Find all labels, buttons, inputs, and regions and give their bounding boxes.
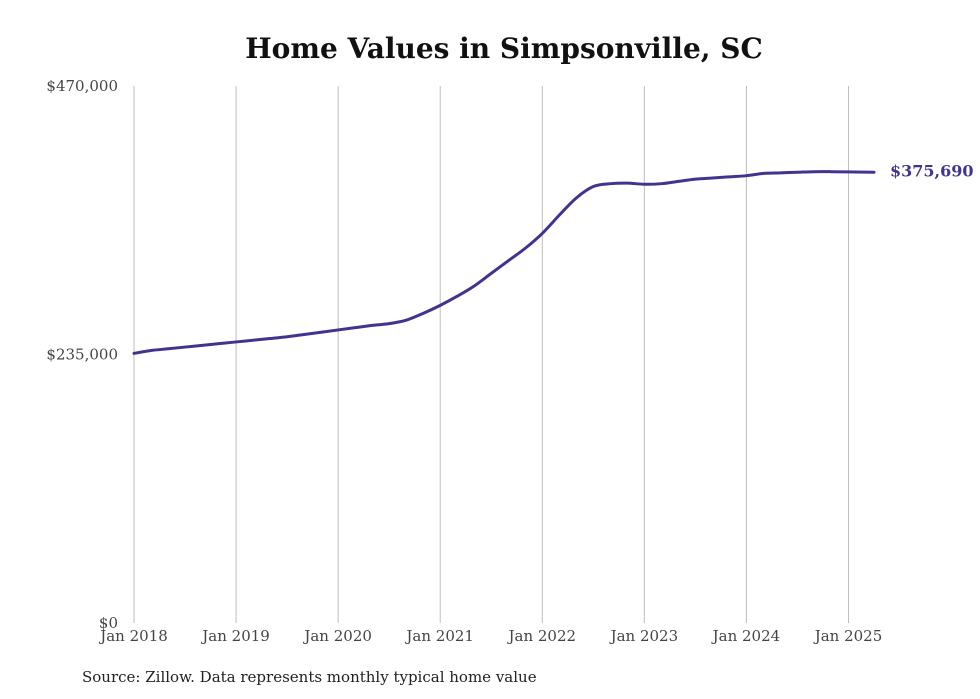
- source-note: Source: Zillow. Data represents monthly …: [82, 668, 537, 686]
- x-tick-label: Jan 2022: [506, 627, 576, 645]
- x-tick-label: Jan 2024: [711, 627, 781, 645]
- y-tick-label: $0: [99, 614, 118, 632]
- x-tick-label: Jan 2021: [404, 627, 474, 645]
- home-value-series-line: [132, 170, 876, 355]
- x-tick-label: Jan 2020: [302, 627, 372, 645]
- y-axis: $0 $235,000 $470,000: [46, 77, 118, 632]
- chart-title: Home Values in Simpsonville, SC: [245, 32, 763, 65]
- x-tick-label: Jan 2023: [609, 627, 679, 645]
- end-value-label: $375,690: [890, 161, 974, 180]
- x-tick-label: Jan 2018: [98, 627, 168, 645]
- x-tick-label: Jan 2025: [813, 627, 883, 645]
- series-layer: [132, 170, 876, 355]
- x-axis: Jan 2018 Jan 2019 Jan 2020 Jan 2021 Jan 2022…: [98, 627, 882, 645]
- gridlines: [133, 86, 849, 623]
- y-tick-label: $470,000: [46, 77, 118, 95]
- x-tick-label: Jan 2019: [200, 627, 270, 645]
- y-tick-label: $235,000: [46, 346, 118, 364]
